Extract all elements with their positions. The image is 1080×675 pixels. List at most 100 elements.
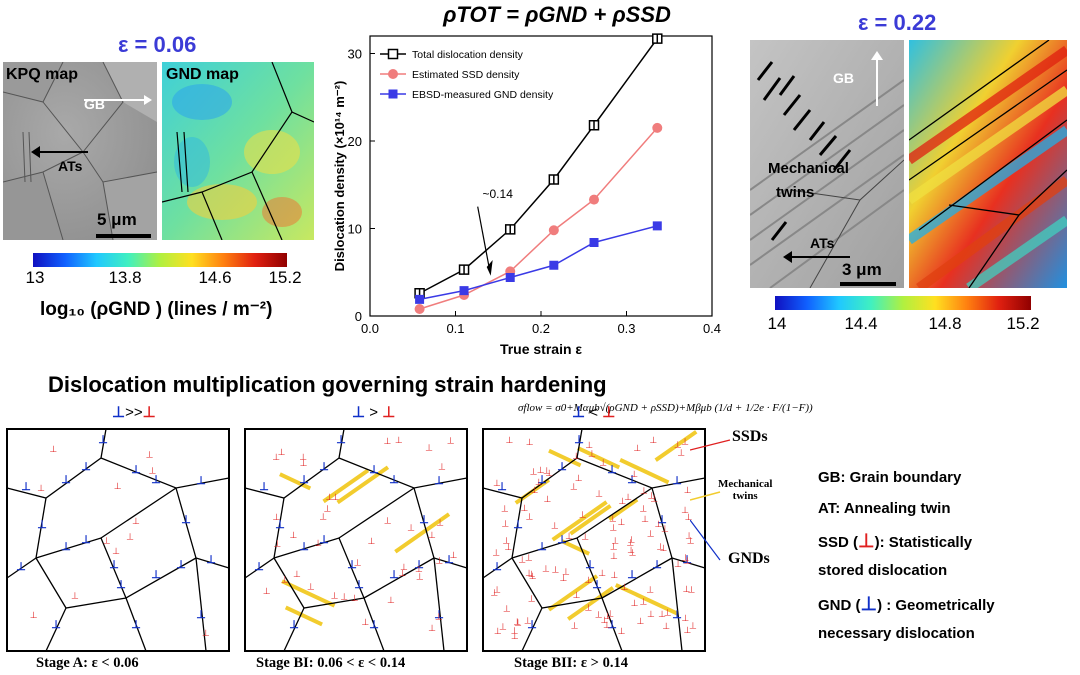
ssd-symbol: ⊥ — [684, 625, 692, 635]
ssd-symbol: ⊥ — [37, 483, 45, 493]
ssd-symbol: ⊥ — [361, 617, 369, 627]
ssd-symbol: ⊥ — [524, 616, 532, 626]
gb-arrow-right — [871, 51, 883, 106]
ssd-symbol: ⊥ — [606, 608, 614, 618]
ssd-symbol: ⊥ — [525, 568, 533, 578]
ssd-symbol: ⊥ — [585, 440, 593, 450]
ssd-symbol: ⊥ — [684, 485, 692, 495]
ssd-symbol: ⊥ — [562, 566, 570, 576]
legend-gnd-line2: necessary dislocation — [818, 625, 975, 642]
colorbar-left-caption: log₁₀ (ρGND ) (lines / m⁻²) — [40, 299, 273, 320]
series-line — [419, 127, 658, 310]
gnd-symbol: ⊥ — [81, 534, 91, 546]
data-point — [589, 238, 599, 247]
ssd-symbol: ⊥ — [493, 584, 501, 594]
gnd-symbol: ⊥ — [254, 561, 264, 573]
ssd-symbol: ⊥ — [656, 542, 664, 552]
gnd-symbol: ⊥ — [37, 519, 47, 531]
ssd-symbol: ⊥ — [428, 623, 436, 633]
ssd-symbol: ⊥ — [501, 503, 509, 513]
ssd-symbol: ⊥ — [689, 620, 697, 630]
gnd-symbol: ⊥ — [592, 579, 602, 591]
ssd-symbol: ⊥ — [565, 531, 573, 541]
ssd-symbol: ⊥ — [450, 550, 458, 560]
legend-gnd: GND (⊥) : Geometrically — [818, 594, 995, 617]
ssd-symbol: ⊥ — [570, 482, 578, 492]
ssd-symbol: ⊥ — [382, 404, 396, 421]
ssd-symbol: ⊥ — [202, 628, 210, 638]
gnd-symbol: ⊥ — [419, 514, 429, 526]
gnd-symbol: ⊥ — [299, 474, 309, 486]
data-point — [414, 304, 425, 314]
gnd-symbol: ⊥ — [557, 461, 567, 473]
colorbar-left-tick: 14.6 — [198, 268, 232, 287]
mech-twins-callout-line2: twins — [732, 490, 758, 502]
epsilon-high-label: ε = 0.22 — [858, 10, 937, 35]
ssd-symbol: ⊥ — [649, 435, 657, 445]
gnd-symbol: ⊥ — [289, 619, 299, 631]
legend-ssd-line2: stored dislocation — [818, 562, 948, 579]
ssd-symbol: ⊥ — [633, 443, 641, 453]
mechanical-twin — [577, 446, 621, 470]
ssd-symbol: ⊥ — [505, 435, 513, 445]
ssd-symbol: ⊥ — [674, 559, 682, 569]
grain-boundary — [125, 597, 147, 652]
gnd-symbol: ⊥ — [98, 434, 108, 446]
annotation-arrow — [477, 206, 491, 271]
ssd-symbol: ⊥ — [681, 613, 689, 623]
legend-ssd-post: ): Statistically — [874, 534, 973, 551]
colorbar-right-tick: 14.8 — [928, 314, 962, 333]
data-point — [505, 273, 515, 282]
stage-b1-label: Stage BI: 0.06 < ε < 0.14 — [256, 655, 406, 671]
ssd-symbol: ⊥ — [273, 538, 281, 548]
gnd-symbol: ⊥ — [607, 619, 617, 631]
gnd-symbol: ⊥ — [196, 609, 206, 621]
gnd-symbol: ⊥ — [319, 461, 329, 473]
ssd-symbol: ⊥ — [630, 469, 638, 479]
scale-bar-label-left: 5 μm — [97, 210, 137, 229]
comparison-operator: > — [369, 404, 379, 421]
gnd-symbol: ⊥ — [682, 554, 692, 566]
ssd-symbol: ⊥ — [609, 514, 617, 524]
scale-bar-left — [96, 234, 151, 238]
ssd-symbol: ⊥ — [598, 568, 606, 578]
ssd-symbol: ⊥ — [272, 512, 280, 522]
grain-boundary — [363, 557, 435, 599]
gnd-symbol: ⊥ — [527, 619, 537, 631]
ssd-symbol: ⊥ — [664, 607, 672, 617]
grain-boundary — [521, 607, 543, 652]
x-axis-label: True strain ε — [500, 341, 582, 357]
gnd-symbol: ⊥ — [444, 554, 454, 566]
epsilon-low-label: ε = 0.06 — [118, 32, 197, 57]
ssd-symbol: ⊥ — [621, 582, 629, 592]
ssd-symbol: ⊥ — [528, 593, 536, 603]
gnd-symbol: ⊥ — [434, 475, 444, 487]
stage-b2-comparison: ⊥ < ⊥ — [572, 403, 615, 421]
legend-ssd-pre: SSD ( — [818, 534, 859, 551]
mechanical-twin — [548, 448, 582, 468]
ssd-symbol: ⊥ — [640, 485, 648, 495]
ssd-symbol: ⊥ — [604, 611, 612, 621]
mechanical-twin — [284, 605, 323, 627]
mech-twins-callout-line1: Mechanical — [718, 478, 773, 490]
ssd-symbol: ⊥ — [387, 595, 395, 605]
grain-boundary — [195, 557, 207, 652]
ssd-symbol: ⊥ — [525, 511, 533, 521]
ssd-symbol: ⊥ — [436, 517, 444, 527]
x-tick-label: 0.3 — [617, 321, 635, 336]
x-tick-label: 0.4 — [703, 321, 721, 336]
stage-b2-diagram: ⊥⊥⊥⊥⊥⊥ ⊥⊥⊥⊥⊥⊥⊥⊥⊥⊥⊥⊥ ⊥⊥⊥⊥⊥⊥⊥⊥⊥⊥⊥⊥⊥⊥⊥⊥⊥⊥⊥⊥⊥⊥… — [482, 428, 706, 652]
ssd-symbol: ⊥ — [142, 404, 156, 421]
grain-boundary — [601, 597, 623, 652]
y-axis-label: Dislocation density (×10¹⁴ m⁻²) — [332, 81, 347, 272]
ssd-symbol: ⊥ — [641, 514, 649, 524]
colorbar-left-tick: 15.2 — [268, 268, 302, 287]
ssd-symbol: ⊥ — [331, 590, 339, 600]
y-tick-label: 30 — [348, 47, 362, 62]
ssd-symbol: ⊥ — [674, 439, 682, 449]
ssd-symbol: ⊥ — [300, 458, 308, 468]
legend-marker — [387, 48, 399, 60]
flow-stress-equation: σflow = σ0+Mαμb√(ρGND + ρSSD)+Mβμb (1/d … — [518, 402, 813, 414]
gnd-map-label: GND map — [166, 66, 239, 83]
ssd-symbol: ⊥ — [416, 571, 424, 581]
